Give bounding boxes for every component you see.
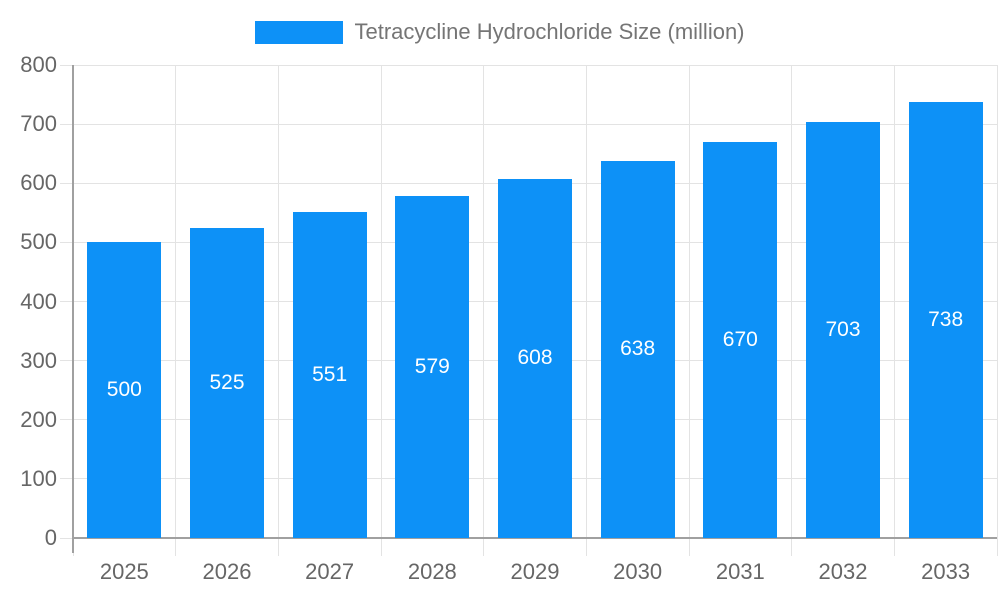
x-gridline xyxy=(791,65,793,556)
y-axis-tick-label: 300 xyxy=(20,347,57,373)
bar-value-label: 579 xyxy=(414,354,450,378)
x-gridline xyxy=(277,65,279,556)
y-gridline xyxy=(60,123,997,125)
bar-value-label: 638 xyxy=(620,337,656,361)
x-axis-line xyxy=(73,537,997,539)
y-axis-tick-label: 400 xyxy=(20,288,57,314)
x-axis-tick-label: 2026 xyxy=(202,559,252,584)
bar-2027: 551 xyxy=(292,212,367,538)
y-axis-line xyxy=(72,65,74,553)
bar-2029: 608 xyxy=(498,178,572,538)
y-axis-tick-label: 500 xyxy=(20,229,57,255)
x-axis-tick-label: 2033 xyxy=(921,559,971,584)
bar-value-label: 670 xyxy=(722,327,758,351)
x-gridline xyxy=(175,65,177,556)
x-gridline xyxy=(688,65,690,556)
x-gridline xyxy=(585,65,587,556)
bar-2026: 525 xyxy=(190,227,264,538)
legend-label: Tetracycline Hydrochloride Size (million… xyxy=(354,19,745,44)
legend-swatch xyxy=(255,20,344,44)
y-axis-tick-label: 600 xyxy=(20,170,57,196)
bar-value-label: 703 xyxy=(825,318,861,342)
x-gridline xyxy=(380,65,382,556)
y-axis-tick-label: 800 xyxy=(20,52,57,77)
y-axis-tick-label: 200 xyxy=(20,406,57,432)
x-axis-tick-label: 2028 xyxy=(407,559,457,584)
bar-value-label: 608 xyxy=(517,346,553,370)
bar-2030: 638 xyxy=(600,160,675,538)
x-axis-tick-label: 2032 xyxy=(818,559,868,584)
x-axis-tick-label: 2030 xyxy=(613,559,663,584)
bar-value-label: 525 xyxy=(209,370,245,394)
legend[interactable]: Tetracycline Hydrochloride Size (million… xyxy=(0,19,1000,45)
bar-2025: 500 xyxy=(87,242,162,538)
y-gridline xyxy=(60,64,997,66)
x-axis-tick-label: 2027 xyxy=(305,559,355,584)
bar-2031: 670 xyxy=(703,141,778,538)
bar-2032: 703 xyxy=(806,122,880,538)
y-axis-tick-label: 0 xyxy=(44,525,57,550)
x-axis-tick-label: 2031 xyxy=(715,559,765,584)
bar-2033: 738 xyxy=(908,101,983,538)
bar-value-label: 551 xyxy=(312,363,348,387)
y-axis-tick-label: 100 xyxy=(20,465,57,491)
bar-2028: 579 xyxy=(395,195,470,538)
x-axis-tick-label: 2025 xyxy=(99,559,149,584)
bar-value-label: 738 xyxy=(928,307,964,331)
bar-value-label: 500 xyxy=(106,378,142,402)
x-axis-tick-label: 2029 xyxy=(510,559,560,584)
x-gridline xyxy=(483,65,485,556)
x-gridline xyxy=(893,65,895,556)
y-axis-tick-label: 700 xyxy=(20,111,57,137)
x-gridline xyxy=(996,65,998,556)
